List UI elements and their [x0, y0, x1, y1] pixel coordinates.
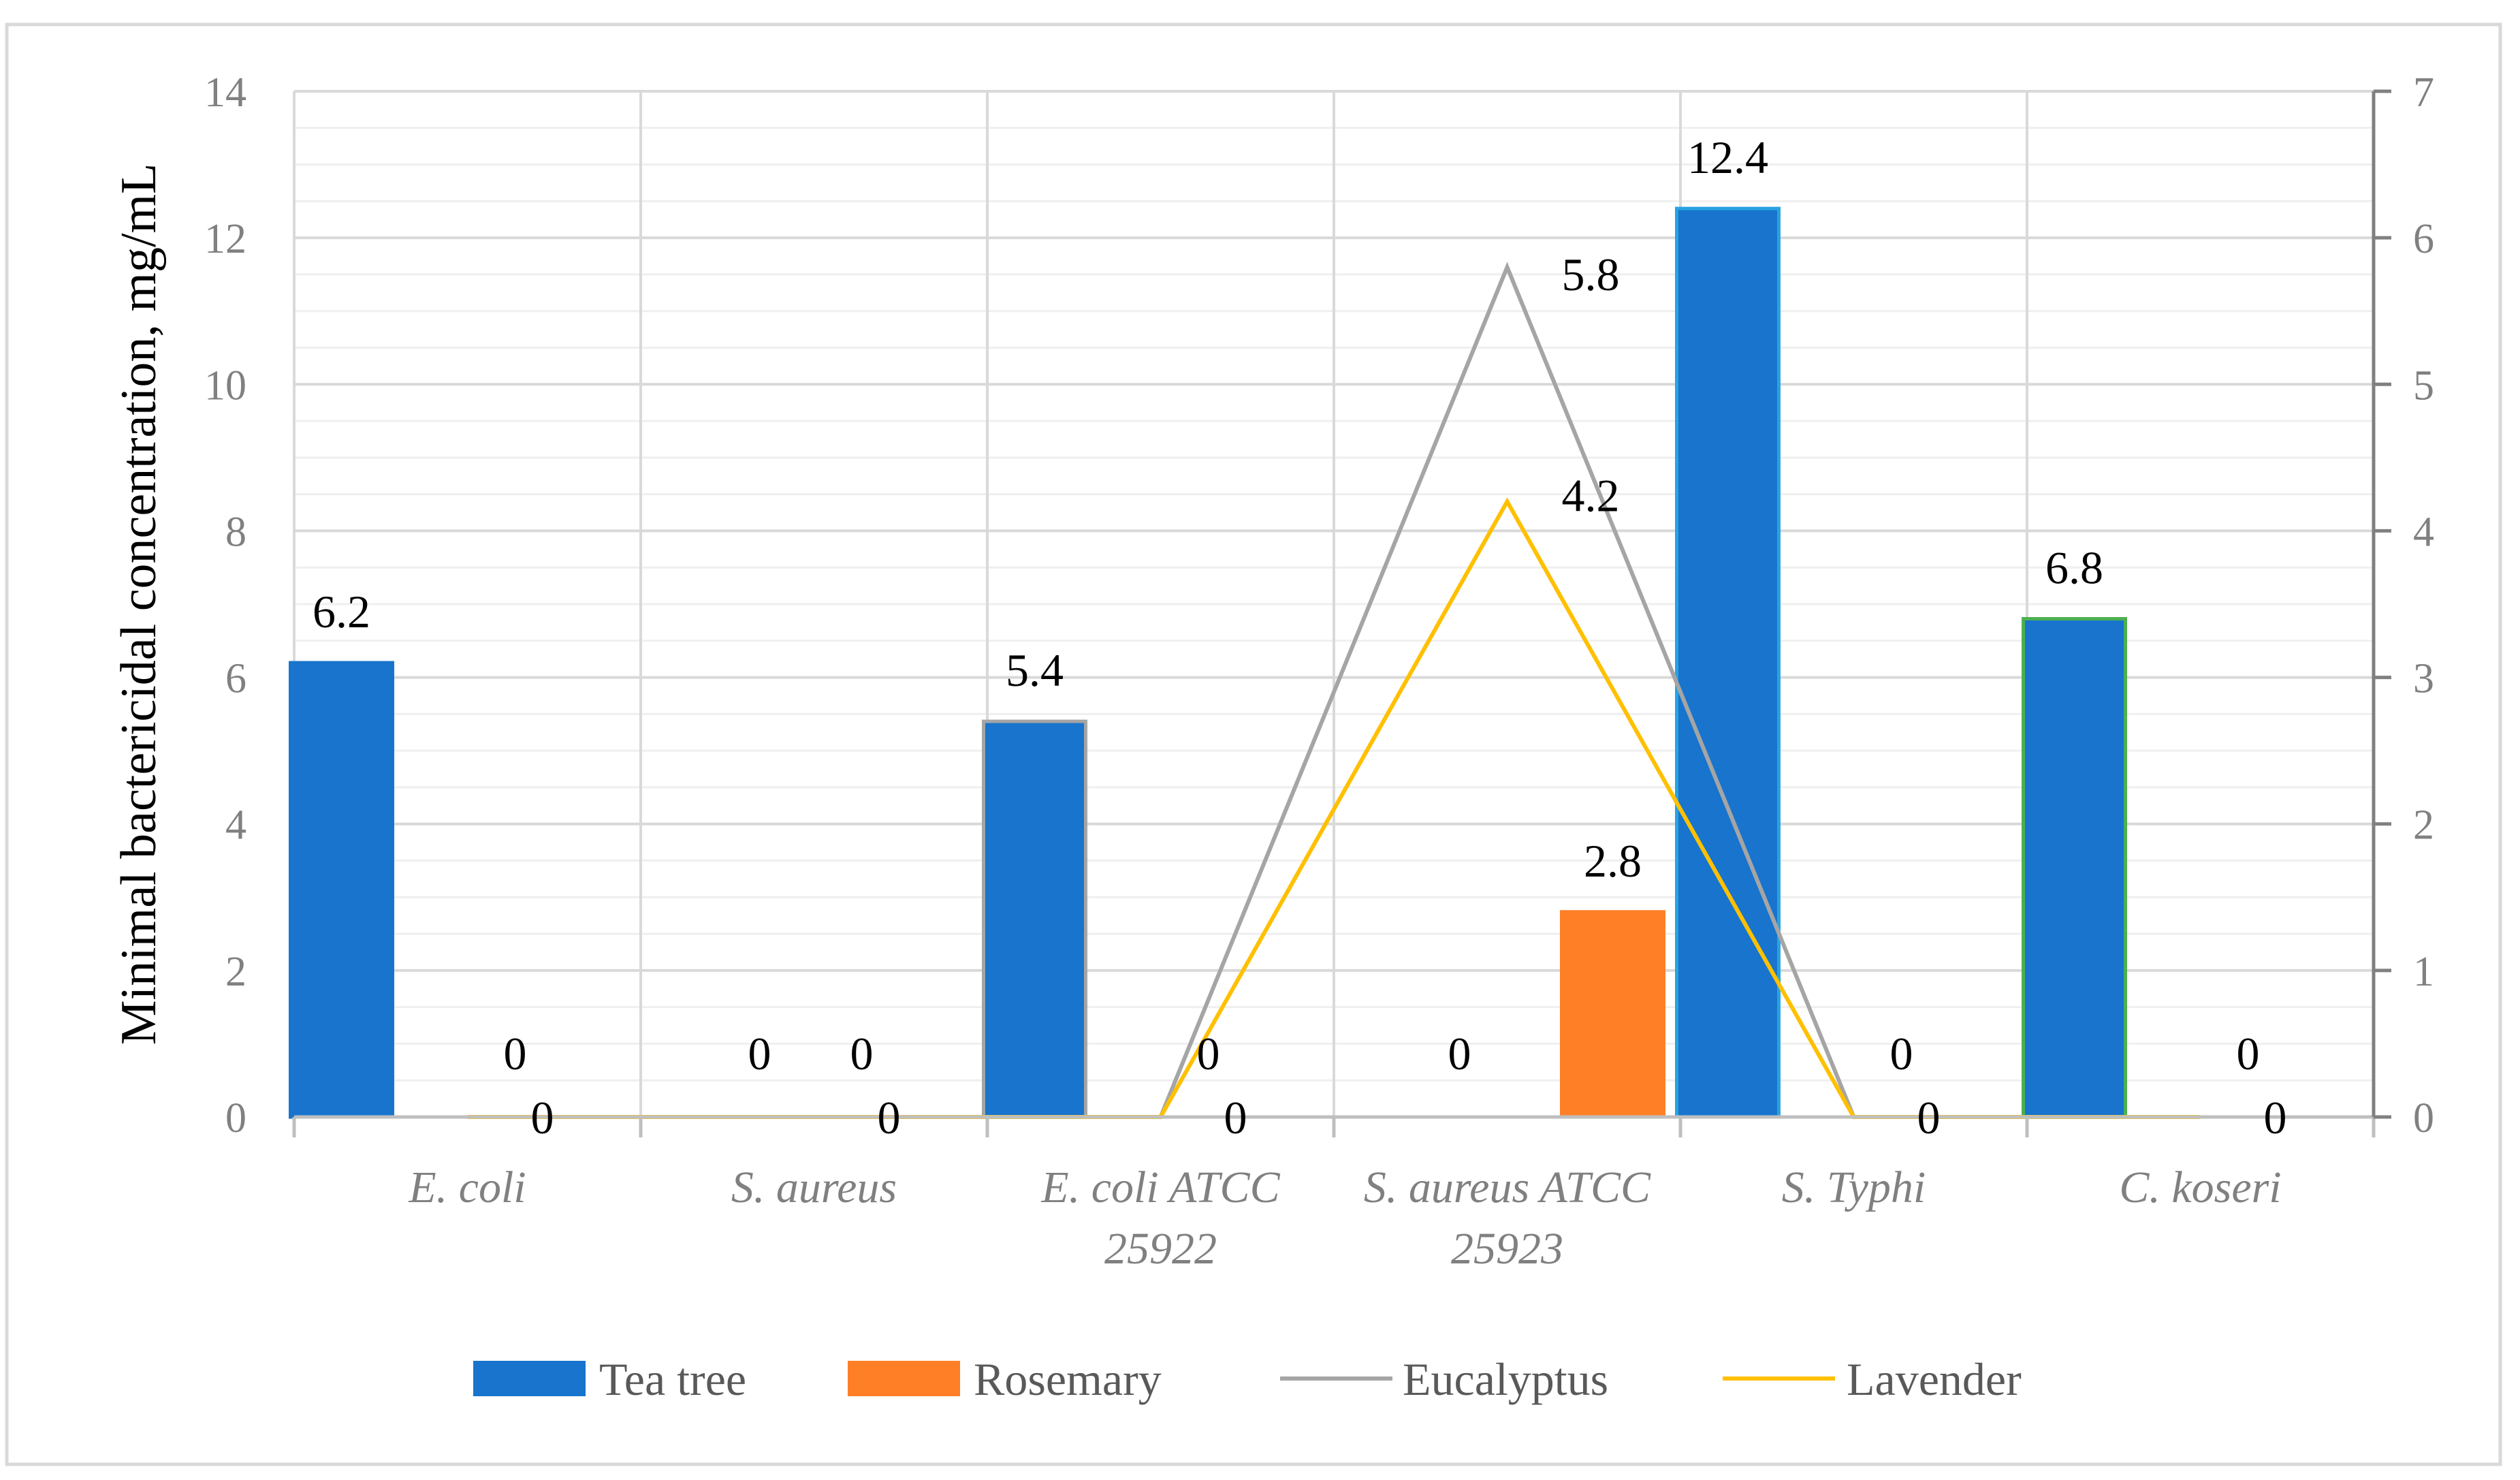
bar-tea-tree: [2022, 617, 2127, 1119]
y-tick-label: 4: [225, 802, 246, 849]
legend-swatch-tea-tree: [473, 1361, 586, 1396]
data-label-rosemary: 0: [850, 1028, 874, 1080]
y2-tick-label: 4: [2413, 509, 2434, 555]
data-label-eucalyptus: 5.8: [1562, 249, 1620, 300]
legend-label-tea-tree: Tea tree: [599, 1353, 746, 1405]
data-label-tea-tree: 6.2: [313, 586, 370, 637]
y2-tick-label: 7: [2413, 69, 2434, 116]
data-label-tea-tree: 0: [748, 1028, 771, 1080]
y-tick-label: 6: [225, 656, 246, 702]
bar-tea-tree: [982, 719, 1087, 1119]
legend-label-lavender: Lavender: [1847, 1353, 2022, 1405]
y2-tick-label: 1: [2413, 949, 2434, 995]
data-label-lavender: 0: [531, 1092, 554, 1144]
data-label-tea-tree: 5.4: [1006, 644, 1064, 696]
y-tick-label: 14: [204, 69, 246, 116]
legend: Tea tree Rosemary Eucalyptus Lavender: [473, 1353, 2022, 1405]
data-label-rosemary: 0: [1890, 1028, 1913, 1080]
x-category-label-line: 25922: [1104, 1224, 1217, 1274]
legend-label-eucalyptus: Eucalyptus: [1403, 1353, 1608, 1405]
data-label-lavender: 0: [1917, 1092, 1941, 1144]
x-category-label: S. aureus: [731, 1163, 897, 1212]
y2-tick-label: 5: [2413, 362, 2434, 409]
x-category-label: S. Typhi: [1782, 1163, 1926, 1212]
bars: [289, 206, 2127, 1119]
x-category-label: C. koseri: [2119, 1163, 2281, 1212]
y2-tick-label: 0: [2413, 1095, 2434, 1142]
x-category-label-line: C. koseri: [2119, 1163, 2281, 1212]
data-label-rosemary: 0: [2237, 1028, 2260, 1080]
y2-tick-label: 2: [2413, 802, 2434, 849]
data-label-tea-tree: 12.4: [1687, 131, 1768, 183]
x-category-label: S. aureus ATCC 25923: [1364, 1163, 1651, 1274]
x-category-label-line: E. coli: [408, 1163, 526, 1212]
y2-tick-label: 6: [2413, 216, 2434, 262]
data-label-lavender: 0: [1224, 1092, 1247, 1144]
data-label-rosemary: 0: [504, 1028, 527, 1080]
data-label-tea-tree: 0: [1448, 1028, 1471, 1080]
data-label-rosemary: 2.8: [1584, 835, 1642, 887]
bar-tea-tree: [289, 661, 394, 1119]
x-category-label-line: 25923: [1451, 1224, 1563, 1274]
bar-tea-tree: [1675, 206, 1781, 1119]
data-label-lavender: 4.2: [1562, 469, 1620, 521]
x-category-label-line: S. aureus ATCC: [1364, 1163, 1651, 1212]
legend-label-rosemary: Rosemary: [974, 1353, 1162, 1405]
y-tick-label: 8: [225, 509, 246, 555]
x-category-label-line: S. aureus: [731, 1163, 897, 1212]
y2-tick-label: 3: [2413, 656, 2434, 702]
y-tick-label: 0: [225, 1095, 246, 1142]
bar-rosemary: [1560, 910, 1665, 1119]
data-label-rosemary: 0: [1197, 1028, 1220, 1080]
x-category-label: E. coli: [408, 1163, 526, 1212]
legend-swatch-rosemary: [848, 1361, 960, 1396]
y-axis-title: Minimal bactericidal concentration, mg/m…: [111, 163, 167, 1045]
y-tick-label: 2: [225, 949, 246, 995]
y-tick-label: 10: [204, 362, 246, 409]
data-label-tea-tree: 6.8: [2045, 542, 2103, 594]
x-category-label-line: S. Typhi: [1782, 1163, 1926, 1212]
x-category-label: E. coli ATCC 25922: [1040, 1163, 1280, 1274]
y-tick-label: 12: [204, 216, 246, 262]
data-label-lavender: 0: [878, 1092, 901, 1144]
x-category-label-line: E. coli ATCC: [1040, 1163, 1280, 1212]
data-label-lavender: 0: [2264, 1092, 2287, 1144]
